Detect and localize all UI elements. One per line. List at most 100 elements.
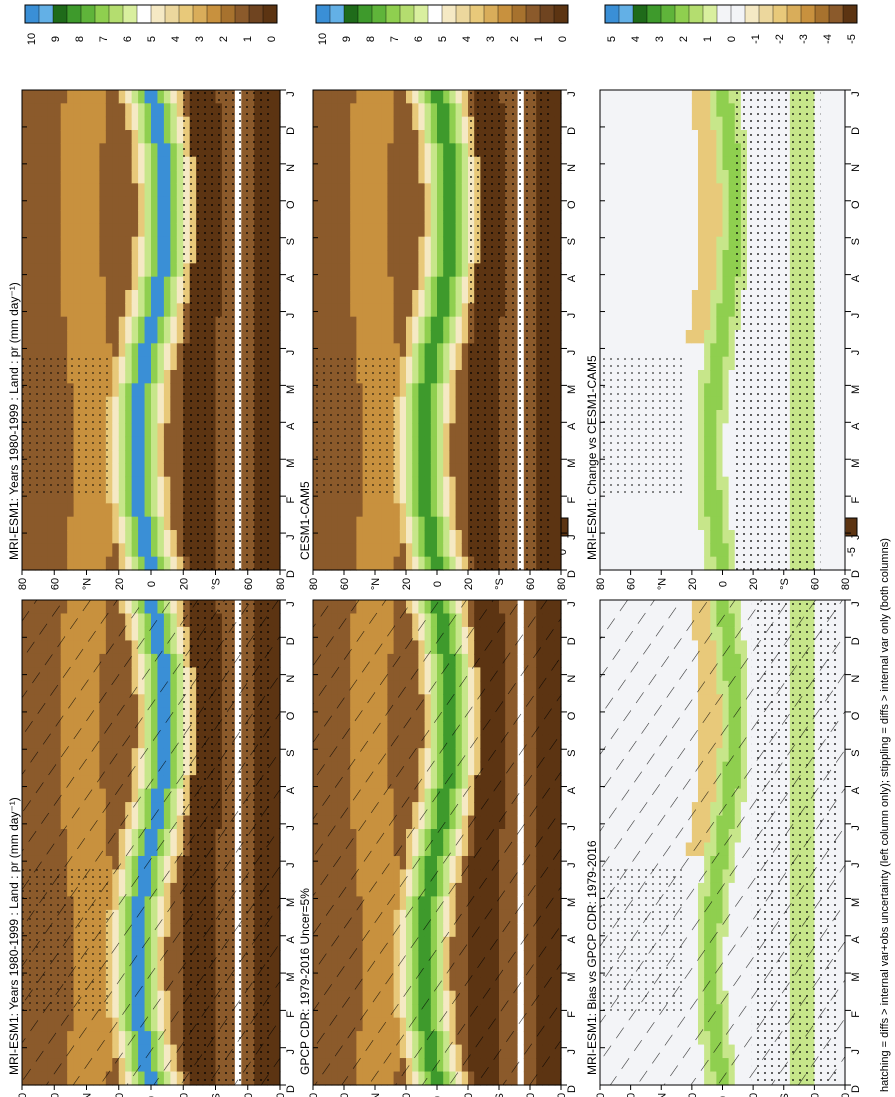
heatmap-cell xyxy=(28,116,36,131)
heatmap-cell xyxy=(41,156,49,171)
heatmap-cell xyxy=(47,503,55,518)
heatmap-cell xyxy=(73,143,81,158)
heatmap-cell xyxy=(86,290,94,304)
heatmap-cell xyxy=(41,143,49,158)
heatmap-cell xyxy=(80,116,88,131)
heatmap-cell xyxy=(80,183,88,198)
heatmap-cell xyxy=(28,290,36,304)
heatmap-cell xyxy=(28,316,36,331)
latitude-tick-label: °N xyxy=(370,1093,382,1097)
heatmap-cell xyxy=(28,90,36,104)
month-tick-label: D xyxy=(566,637,578,645)
heatmap-cell xyxy=(67,183,75,198)
heatmap-cell xyxy=(22,330,30,344)
heatmap-cell xyxy=(28,170,36,184)
latitude-tick-label: °S xyxy=(494,1093,506,1097)
month-tick-label: N xyxy=(850,675,862,683)
heatmap-cell xyxy=(67,343,75,358)
heatmap-cell xyxy=(60,170,68,184)
heatmap-cell xyxy=(28,556,36,571)
heatmap-cell xyxy=(34,543,42,558)
heatmap-cell xyxy=(34,276,42,291)
heatmap-cell xyxy=(80,330,88,344)
heatmap-cell xyxy=(60,236,68,251)
heatmap-cell xyxy=(22,116,30,131)
heatmap-cell xyxy=(22,196,30,211)
heatmap-cell xyxy=(80,263,88,278)
heatmap-cell xyxy=(54,90,62,104)
heatmap-cell xyxy=(22,263,30,278)
heatmap-cell xyxy=(28,503,36,518)
heatmap-cell xyxy=(47,196,55,211)
heatmap-cell xyxy=(54,143,62,158)
heatmap-cell xyxy=(34,556,42,571)
heatmap-cell xyxy=(22,236,30,251)
latitude-tick-label: 80 xyxy=(840,1093,852,1097)
month-tick-label: M xyxy=(285,898,297,907)
heatmap-cell xyxy=(86,103,94,118)
heatmap-cell xyxy=(80,156,88,171)
latitude-tick-label: 80 xyxy=(308,1093,320,1097)
latitude-tick-label: 0 xyxy=(718,1096,730,1097)
heatmap-cell xyxy=(73,236,81,251)
latitude-tick-label: 20 xyxy=(748,1093,760,1097)
heatmap-cell xyxy=(60,263,68,278)
heatmap-cell xyxy=(47,330,55,344)
heatmap-cell xyxy=(28,223,36,238)
heatmap-cell xyxy=(86,143,94,158)
heatmap-cell xyxy=(22,343,30,358)
heatmap-cell xyxy=(28,530,36,544)
heatmap-cell xyxy=(34,330,42,344)
heatmap-cell xyxy=(41,210,49,224)
heatmap-cell xyxy=(67,276,75,291)
heatmap-cell xyxy=(28,103,36,118)
heatmap-cell xyxy=(86,156,94,171)
heatmap-cell xyxy=(80,196,88,211)
heatmap-cell xyxy=(80,170,88,184)
heatmap-cell xyxy=(67,90,75,104)
month-tick-label: O xyxy=(850,711,862,720)
heatmap-cell xyxy=(67,130,75,144)
heatmap-cell xyxy=(41,503,49,518)
heatmap-cell xyxy=(86,196,94,211)
heatmap-cell xyxy=(22,130,30,144)
heatmap-cell xyxy=(54,250,62,264)
heatmap-cell xyxy=(54,516,62,531)
panel-model-climatology: DJFMAMJJASONDJ8060°N20020°S6080MRI-ESM1:… xyxy=(7,517,297,1097)
heatmap-cell xyxy=(47,116,55,131)
heatmap-cell xyxy=(80,303,88,318)
heatmap-cell xyxy=(28,250,36,264)
heatmap-cell xyxy=(54,156,62,171)
heatmap-cell xyxy=(41,556,49,571)
heatmap-cell xyxy=(34,530,42,544)
latitude-tick-label: 80 xyxy=(275,1093,287,1097)
heatmap-cell xyxy=(41,316,49,331)
heatmap-cell xyxy=(41,543,49,558)
heatmap-cell xyxy=(60,556,68,571)
latitude-tick-label: 60 xyxy=(49,1093,61,1097)
heatmap-cell xyxy=(80,223,88,238)
heatmap-cell xyxy=(80,103,88,118)
month-tick-label: J xyxy=(850,825,862,831)
heatmap-cell xyxy=(34,503,42,518)
heatmap-cell xyxy=(80,543,88,558)
heatmap-cell xyxy=(47,156,55,171)
latitude-tick-label: 20 xyxy=(178,1093,190,1097)
heatmap-cell xyxy=(67,263,75,278)
heatmap-cell xyxy=(60,116,68,131)
heatmap-cell xyxy=(80,276,88,291)
month-tick-label: J xyxy=(850,1049,862,1055)
heatmap-cell xyxy=(86,223,94,238)
month-tick-label: J xyxy=(285,601,297,607)
heatmap-cell xyxy=(54,183,62,198)
heatmap-cell xyxy=(22,276,30,291)
heatmap-cell xyxy=(47,343,55,358)
heatmap-cell xyxy=(34,156,42,171)
heatmap-cell xyxy=(28,156,36,171)
heatmap-cell xyxy=(86,303,94,318)
heatmap-cell xyxy=(73,303,81,318)
heatmap-cell xyxy=(28,143,36,158)
month-tick-label: D xyxy=(566,1085,578,1093)
heatmap-cell xyxy=(60,223,68,238)
latitude-tick-label: 20 xyxy=(463,1093,475,1097)
